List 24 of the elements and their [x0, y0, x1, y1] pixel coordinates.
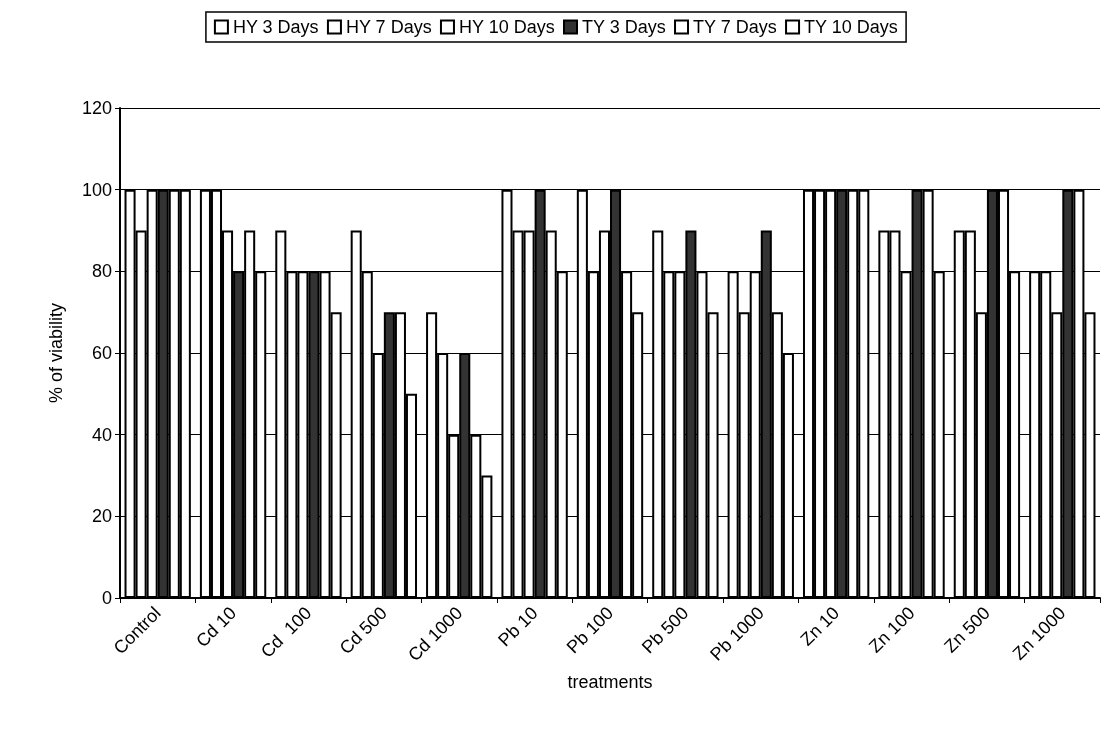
x-tick-label: Pb 500 — [638, 602, 693, 658]
legend-label: HY 3 Days — [232, 17, 319, 37]
x-tick-label: Zn 500 — [940, 602, 994, 657]
legend-label: HY 10 Days — [458, 17, 555, 37]
legend-label: HY 7 Days — [345, 17, 432, 37]
x-tick-label: Zn 10 — [796, 602, 844, 650]
y-tick-label: 80 — [91, 261, 112, 282]
x-axis-title: treatments — [567, 672, 653, 692]
x-tick-label: Cd 10 — [192, 602, 241, 652]
y-tick-label: 20 — [91, 506, 112, 527]
y-tick-label: 120 — [81, 98, 112, 118]
y-tick-label: 40 — [91, 424, 112, 445]
x-tick-label: Cd 100 — [256, 602, 316, 662]
x-tick-label: Pb 10 — [494, 602, 542, 651]
x-tick-label: Pb 100 — [562, 602, 618, 658]
y-tick-label: 60 — [91, 343, 112, 363]
legend-label: TY 3 Days — [582, 17, 666, 37]
y-tick-label: 0 — [101, 588, 112, 608]
x-tick-label: Zn 100 — [864, 602, 919, 657]
legend-label: TY 10 Days — [804, 17, 898, 37]
legend-label: TY 7 Days — [693, 17, 777, 37]
x-tick-label: Cd 500 — [335, 602, 391, 659]
y-tick-label: 100 — [81, 179, 112, 200]
y-axis-title: % of viability — [46, 302, 66, 404]
